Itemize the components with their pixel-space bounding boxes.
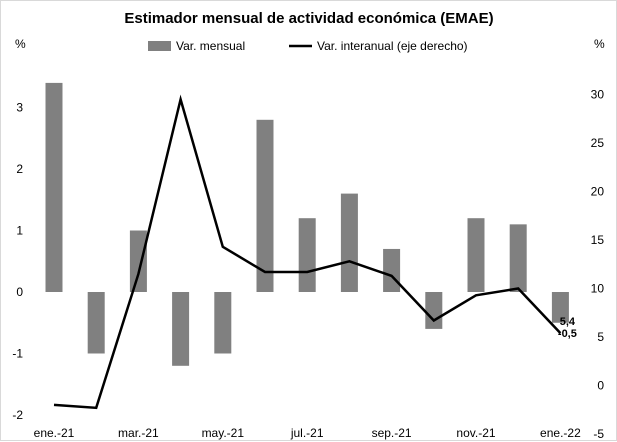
annotations: 5,4-0,5 (558, 316, 577, 340)
bar-oct.-21 (425, 292, 442, 329)
bar-sep.-21 (383, 249, 400, 292)
right-axis: -5 0 5 10 15 20 25 30 (591, 88, 605, 442)
bar-may.-21 (214, 292, 231, 354)
bar-jun.-21 (257, 120, 274, 292)
x-tick-label: sep.-21 (372, 426, 412, 440)
yoy-data-label: 5,4 (560, 316, 576, 328)
legend: Var. mensual Var. interanual (eje derech… (148, 39, 468, 53)
x-tick-label: nov.-21 (456, 426, 495, 440)
left-tick-label: -2 (12, 408, 23, 422)
right-tick-label: 15 (591, 233, 605, 247)
right-tick-label: 10 (591, 282, 605, 296)
bar-mar.-21 (130, 231, 147, 293)
x-tick-label: mar.-21 (118, 426, 159, 440)
x-tick-label: ene.-21 (34, 426, 75, 440)
left-tick-label: -1 (12, 347, 23, 361)
bar-jul.-21 (299, 218, 316, 292)
x-axis: ene.-21 mar.-21 may.-21 jul.-21 sep.-21 nov.-… (34, 426, 581, 440)
left-axis: -2 -1 0 1 2 3 (12, 101, 23, 423)
monthly-data-label: -0,5 (558, 328, 577, 340)
bar-ene.-21 (46, 83, 63, 292)
bar-ago.-21 (341, 194, 358, 292)
right-tick-label: 0 (597, 379, 604, 393)
left-tick-label: 2 (16, 162, 23, 176)
legend-swatch-monthly (148, 41, 171, 51)
bar-abr.-21 (172, 292, 189, 366)
right-tick-label: 30 (591, 88, 605, 102)
bar-nov.-21 (468, 218, 485, 292)
bar-feb.-21 (88, 292, 105, 354)
legend-label-monthly: Var. mensual (176, 39, 245, 53)
x-tick-label: may.-21 (202, 426, 245, 440)
right-tick-label: -5 (593, 427, 604, 441)
x-tick-label: ene.-22 (540, 426, 581, 440)
left-axis-unit-label: % (15, 37, 26, 51)
left-tick-label: 0 (16, 285, 23, 299)
left-tick-label: 3 (16, 101, 23, 115)
left-tick-label: 1 (16, 224, 23, 238)
right-axis-unit-label: % (594, 37, 605, 51)
bar-dic.-21 (510, 224, 527, 292)
legend-label-yoy: Var. interanual (eje derecho) (317, 39, 468, 53)
chart-title: Estimador mensual de actividad económica… (124, 10, 493, 27)
right-tick-label: 20 (591, 185, 605, 199)
right-tick-label: 5 (597, 330, 604, 344)
x-tick-label: jul.-21 (290, 426, 324, 440)
right-tick-label: 25 (591, 136, 605, 150)
